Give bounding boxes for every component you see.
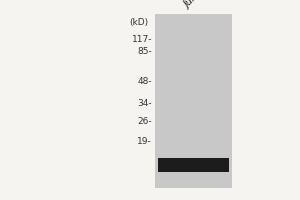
Bar [155,14,232,188]
Text: (kD): (kD) [129,18,148,27]
Bar [158,158,229,172]
Text: 85-: 85- [137,47,152,56]
Text: 26-: 26- [137,117,152,127]
Text: 117-: 117- [131,36,152,45]
Text: 48-: 48- [137,77,152,86]
Text: 19-: 19- [137,138,152,146]
Text: Jurkat: Jurkat [183,0,210,10]
Text: 34-: 34- [137,99,152,108]
